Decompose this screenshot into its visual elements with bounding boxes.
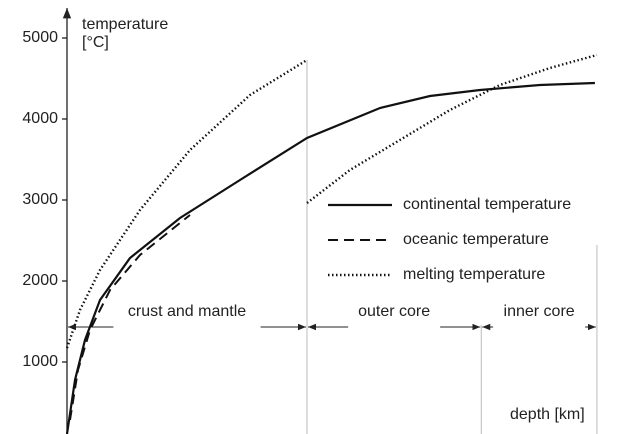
y-axis-unit: [°C]: [82, 34, 109, 51]
series-line: [65, 81, 595, 434]
legend-label: continental temperature: [403, 196, 571, 213]
region-label: outer core: [358, 303, 430, 320]
region-label-bg: [113, 318, 261, 336]
legend-label: melting temperature: [403, 266, 545, 283]
legend-label: oceanic temperature: [403, 231, 549, 248]
y-tick-label: 4000: [22, 110, 58, 127]
y-axis-label: temperature: [82, 16, 168, 33]
y-tick-label: 5000: [22, 29, 58, 46]
region-label-bg: [493, 318, 586, 336]
x-axis-label: depth [km]: [510, 406, 585, 423]
series-line: [69, 214, 191, 421]
y-tick-label: 2000: [22, 272, 58, 289]
series-line: [65, 53, 598, 349]
region-label: inner core: [504, 303, 575, 320]
y-tick-label: 3000: [22, 191, 58, 208]
y-tick-label: 1000: [22, 353, 58, 370]
region-label: crust and mantle: [128, 303, 246, 320]
region-label-bg: [348, 318, 441, 336]
